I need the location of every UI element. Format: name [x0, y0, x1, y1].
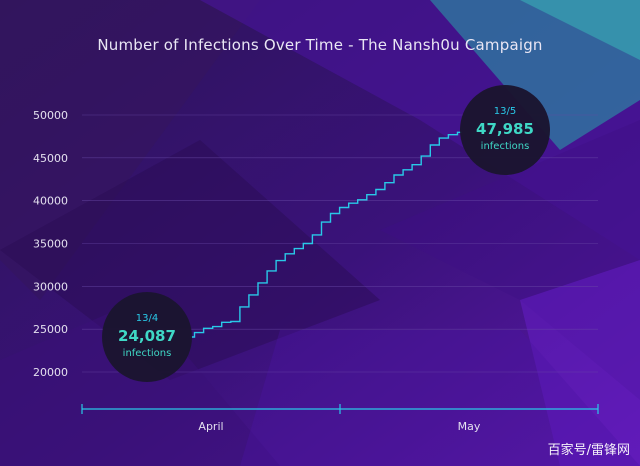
callout-unit: infections: [123, 348, 172, 359]
callout-value: 24,087: [118, 327, 176, 345]
y-tick-label: 50000: [33, 109, 68, 122]
callout-start: 13/4 24,087 infections: [102, 292, 192, 382]
y-tick-label: 45000: [33, 152, 68, 165]
x-tick-label: May: [458, 420, 481, 433]
y-tick-label: 40000: [33, 195, 68, 208]
y-tick-label: 35000: [33, 238, 68, 251]
series-line-infections: [190, 131, 462, 338]
callout-circle: [460, 85, 550, 175]
callout-end: 13/5 47,985 infections: [460, 85, 550, 175]
y-tick-label: 20000: [33, 366, 68, 379]
callout-date: 13/4: [136, 313, 158, 324]
callout-unit: infections: [481, 141, 530, 152]
callout-value: 47,985: [476, 120, 534, 138]
y-tick-label: 25000: [33, 323, 68, 336]
y-axis-tick-labels: 20000 25000 30000 35000 40000 45000 50000: [33, 109, 68, 379]
watermark: 百家号/雷锋网: [547, 443, 630, 458]
callout-date: 13/5: [494, 106, 516, 117]
callout-circle: [102, 292, 192, 382]
x-axis: April May: [81, 404, 599, 433]
annotations: 13/4 24,087 infections 13/5 47,985 infections: [102, 85, 550, 382]
x-tick-label: April: [198, 420, 223, 433]
chart-title: Number of Infections Over Time - The Nan…: [97, 36, 543, 54]
y-tick-label: 30000: [33, 280, 68, 293]
